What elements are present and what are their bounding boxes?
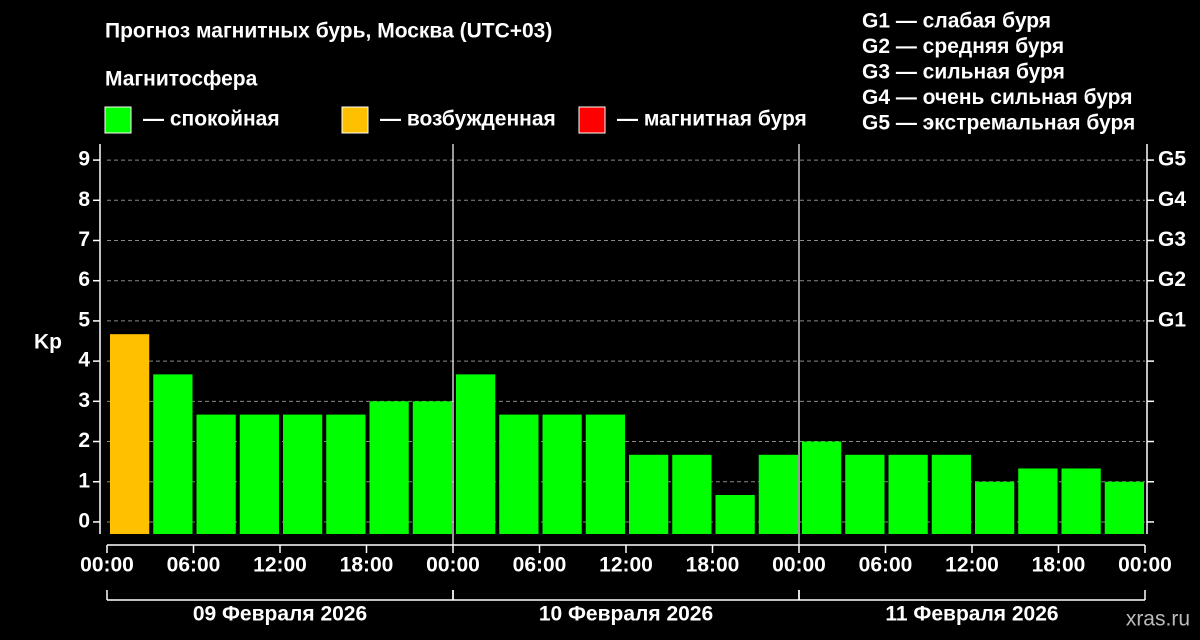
y-tick-label: 4	[78, 349, 90, 372]
x-tick-label: 18:00	[1032, 554, 1086, 577]
g-scale-label: G3 — сильная буря	[862, 61, 1065, 84]
bar	[715, 495, 755, 534]
bar	[975, 481, 1015, 534]
bar	[1061, 468, 1101, 534]
x-tick-label: 06:00	[859, 554, 913, 577]
y2-tick-label: G3	[1158, 228, 1186, 251]
bar	[845, 454, 885, 534]
bar	[1104, 481, 1144, 534]
y-tick-label: 9	[78, 148, 90, 171]
bar	[369, 401, 409, 534]
y2-tick-label: G1	[1158, 308, 1186, 331]
y2-tick-label: G4	[1158, 188, 1186, 211]
y-tick-label: 8	[78, 188, 90, 211]
y-axis-label: Kp	[34, 331, 62, 354]
bar	[931, 454, 971, 534]
x-tick-label: 00:00	[426, 554, 480, 577]
day-label: 09 Февраля 2026	[193, 603, 367, 626]
y-tick-label: 6	[78, 268, 90, 291]
g-scale-label: G1 — слабая буря	[862, 10, 1051, 33]
bar	[239, 414, 279, 534]
bar	[585, 414, 625, 534]
legend-label: — магнитная буря	[617, 108, 807, 131]
y-tick-label: 7	[78, 228, 90, 251]
legend-label: — возбужденная	[380, 108, 556, 131]
x-tick-label: 00:00	[80, 554, 134, 577]
y-tick-label: 2	[78, 429, 90, 452]
x-tick-label: 18:00	[686, 554, 740, 577]
y2-tick-label: G5	[1158, 148, 1186, 171]
y-tick-label: 3	[78, 389, 90, 412]
bar	[542, 414, 582, 534]
bar	[153, 374, 193, 534]
legend-swatch	[104, 106, 132, 134]
day-label: 11 Февраля 2026	[885, 603, 1058, 626]
g-scale-label: G4 — очень сильная буря	[862, 86, 1132, 109]
x-tick-label: 12:00	[253, 554, 307, 577]
x-tick-label: 06:00	[167, 554, 221, 577]
g-scale-label: G2 — средняя буря	[862, 35, 1064, 58]
bar	[456, 374, 496, 534]
bar	[672, 454, 712, 534]
legend-swatch	[578, 106, 606, 134]
bar	[802, 441, 842, 534]
x-tick-label: 00:00	[772, 554, 826, 577]
day-label: 10 Февраля 2026	[539, 603, 713, 626]
g-scale-label: G5 — экстремальная буря	[862, 112, 1135, 135]
bar	[499, 414, 539, 534]
y-tick-label: 5	[78, 308, 90, 331]
bar	[110, 334, 150, 534]
watermark: xras.ru	[1126, 608, 1190, 631]
bar	[326, 414, 366, 534]
y-tick-label: 1	[78, 469, 90, 492]
x-tick-label: 06:00	[513, 554, 567, 577]
bar	[196, 414, 236, 534]
legend-swatch	[341, 106, 369, 134]
legend-title: Магнитосфера	[105, 68, 258, 91]
bar	[629, 454, 669, 534]
legend-label: — спокойная	[143, 108, 280, 131]
chart-title: Прогноз магнитных бурь, Москва (UTC+03)	[105, 20, 552, 43]
x-tick-label: 12:00	[599, 554, 653, 577]
bar	[283, 414, 323, 534]
x-tick-label: 00:00	[1118, 554, 1172, 577]
y-tick-label: 0	[78, 509, 90, 532]
bar	[758, 454, 798, 534]
bar	[888, 454, 928, 534]
x-tick-label: 12:00	[945, 554, 999, 577]
x-tick-label: 18:00	[340, 554, 394, 577]
bar	[1018, 468, 1058, 534]
y2-tick-label: G2	[1158, 268, 1186, 291]
bar	[412, 401, 452, 534]
